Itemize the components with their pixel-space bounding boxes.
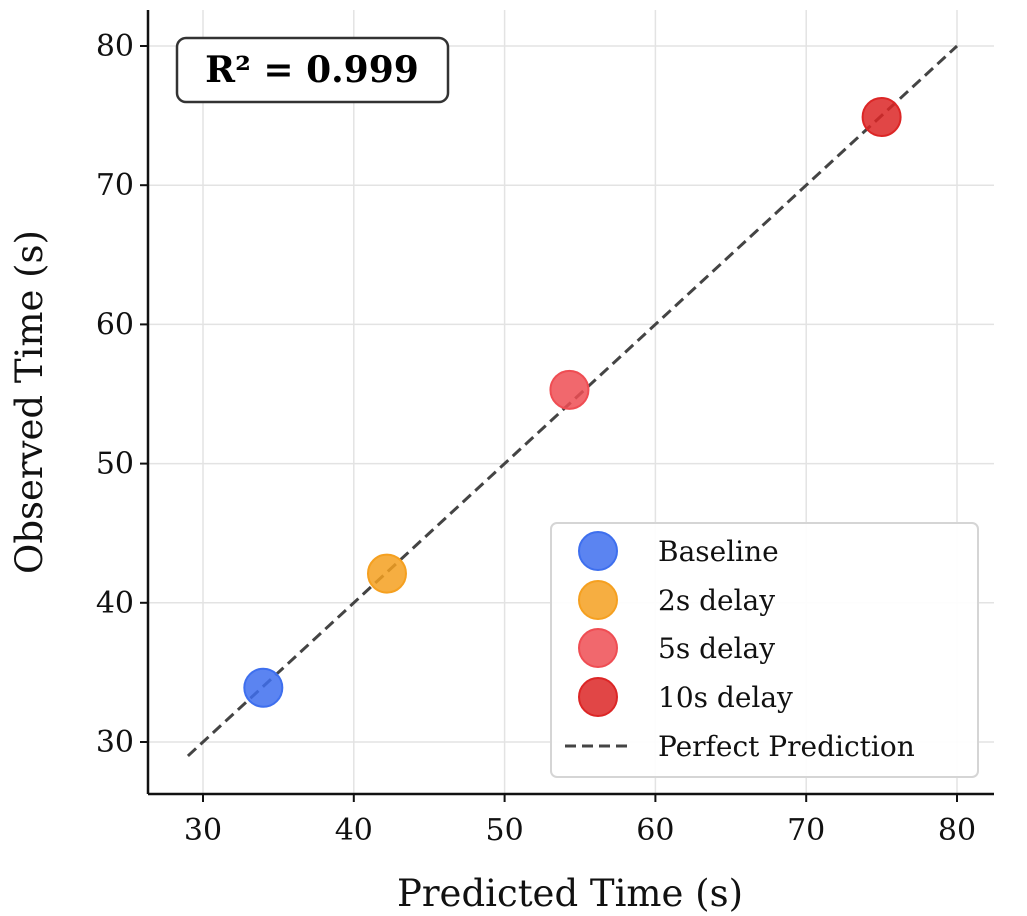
x-tick-label-70: 70	[787, 813, 825, 848]
x-tick-label-30: 30	[184, 813, 222, 848]
y-tick-label-40: 40	[96, 586, 134, 621]
legend-marker-5s-delay	[578, 628, 618, 668]
x-tick-label-50: 50	[486, 813, 524, 848]
annotation-text: R² = 0.999	[205, 49, 419, 91]
reference-line-group	[186, 44, 959, 758]
legend: Baseline 2s delay 5s delay 10s delay Perfect…	[550, 522, 979, 778]
x-tick-label-60: 60	[636, 813, 674, 848]
y-tick-label-70: 70	[96, 168, 134, 203]
legend-label-10s-delay: 10s delay	[658, 681, 793, 714]
y-tick-label-30: 30	[96, 725, 134, 760]
x-axis-title: Predicted Time (s)	[397, 872, 743, 915]
y-tick-label-80: 80	[96, 29, 134, 64]
points-group	[243, 96, 902, 708]
point-5s-delay	[549, 369, 590, 410]
perfect-prediction-line	[186, 44, 959, 758]
y-axis-title: Observed Time (s)	[8, 230, 51, 574]
point-10s-delay	[861, 96, 902, 137]
legend-marker-10s-delay	[578, 677, 618, 717]
axes	[146, 10, 994, 796]
legend-label-perfect-prediction: Perfect Prediction	[658, 730, 915, 763]
legend-marker-2s-delay	[578, 580, 618, 620]
annotation-box	[175, 36, 450, 104]
ticks: 30 40 50 60 70 80 30 40 50 60 70 80	[96, 29, 976, 848]
r-squared-annotation: R² = 0.999	[175, 36, 450, 104]
legend-label-5s-delay: 5s delay	[658, 632, 775, 665]
point-2s-delay	[366, 553, 407, 594]
x-tick-label-40: 40	[335, 813, 373, 848]
legend-box	[550, 522, 979, 778]
y-tick-label-60: 60	[96, 307, 134, 342]
legend-label-baseline: Baseline	[658, 535, 779, 568]
x-tick-label-80: 80	[938, 813, 976, 848]
y-tick-label-50: 50	[96, 447, 134, 482]
point-baseline	[243, 667, 284, 708]
legend-label-2s-delay: 2s delay	[658, 584, 775, 617]
legend-marker-baseline	[578, 531, 618, 571]
